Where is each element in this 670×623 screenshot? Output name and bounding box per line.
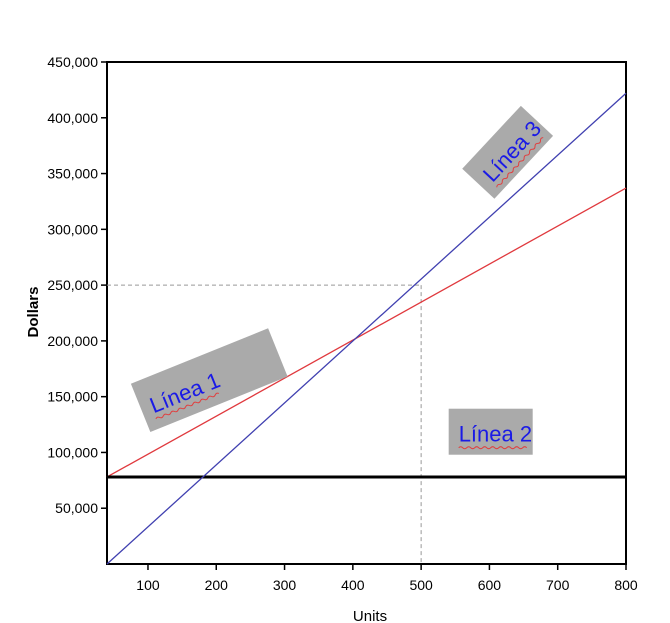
x-tick-label: 200 <box>205 577 229 593</box>
y-tick-label: 300,000 <box>47 221 98 237</box>
annotation-2: Línea 2 <box>448 408 533 455</box>
spellcheck-underline <box>458 446 528 450</box>
y-tick-label: 200,000 <box>47 333 98 349</box>
x-tick-label: 100 <box>136 577 160 593</box>
x-axis-title: Units <box>353 608 387 623</box>
y-axis-ticks: 50,000 100,000 150,000 200,000 250,000 300,00… <box>47 54 107 516</box>
x-tick-label: 800 <box>614 577 638 593</box>
series-line-3 <box>106 92 627 565</box>
y-axis-title: Dollars <box>25 287 42 338</box>
x-axis-ticks: 100 200 300 400 500 600 700 800 <box>136 564 638 593</box>
x-tick-label: 500 <box>409 577 433 593</box>
x-tick-label: 300 <box>273 577 297 593</box>
annotation-box <box>130 328 288 432</box>
spellcheck-underline <box>496 137 544 188</box>
x-tick-label: 600 <box>478 577 502 593</box>
x-tick-label: 400 <box>341 577 365 593</box>
y-tick-label: 150,000 <box>47 389 98 405</box>
annotation-label: Línea 2 <box>459 422 532 447</box>
y-tick-label: 450,000 <box>47 54 98 70</box>
x-tick-label: 700 <box>546 577 570 593</box>
series-line-1 <box>106 187 627 478</box>
y-tick-label: 400,000 <box>47 110 98 126</box>
y-tick-label: 250,000 <box>47 277 98 293</box>
series-layer <box>106 92 627 565</box>
y-tick-label: 350,000 <box>47 166 98 182</box>
y-tick-label: 100,000 <box>47 444 98 460</box>
y-tick-label: 50,000 <box>55 500 98 516</box>
spellcheck-underline <box>155 392 220 420</box>
annotation-box <box>462 105 554 199</box>
